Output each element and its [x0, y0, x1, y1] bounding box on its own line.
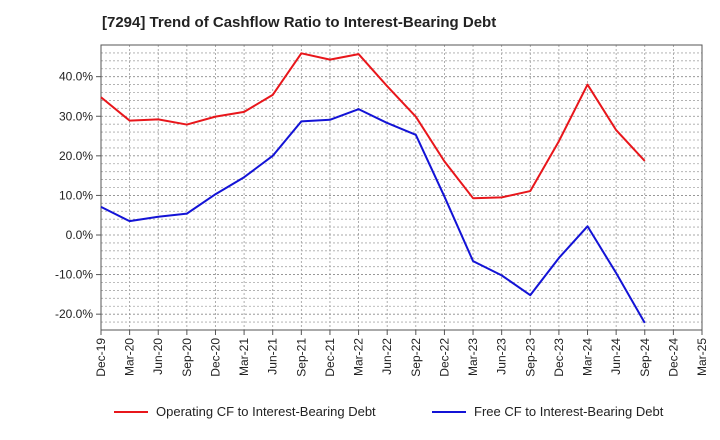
legend-label-free-cf: Free CF to Interest-Bearing Debt — [474, 404, 664, 419]
x-tick-label: Sep-21 — [294, 338, 308, 377]
x-tick-label: Mar-22 — [352, 338, 366, 376]
legend-label-operating-cf: Operating CF to Interest-Bearing Debt — [156, 404, 376, 419]
x-tick-label: Sep-22 — [409, 338, 423, 377]
legend-swatch-free-cf — [432, 410, 466, 413]
x-tick-label: Mar-20 — [123, 338, 137, 376]
x-tick-label: Jun-22 — [380, 338, 394, 375]
x-tick-label: Jun-23 — [495, 338, 509, 375]
x-tick-label: Dec-24 — [666, 338, 680, 377]
x-tick-label: Dec-19 — [94, 338, 108, 377]
series-line-0 — [100, 52, 646, 200]
x-tick-label: Jun-24 — [609, 338, 623, 375]
x-tick-label: Mar-23 — [466, 338, 480, 376]
y-tick-label: 20.0% — [59, 149, 93, 163]
series-line-1 — [100, 108, 646, 324]
y-tick-label: 30.0% — [59, 109, 93, 123]
y-tick-label: -20.0% — [55, 307, 93, 321]
y-tick-label: 40.0% — [59, 70, 93, 84]
x-tick-label: Mar-24 — [581, 338, 595, 376]
x-tick-label: Dec-22 — [437, 338, 451, 377]
legend-swatch-operating-cf — [114, 410, 148, 413]
x-tick-label: Dec-23 — [552, 338, 566, 377]
x-tick-label: Sep-24 — [638, 338, 652, 377]
x-tick-label: Mar-25 — [695, 338, 709, 376]
x-tick-label: Dec-20 — [208, 338, 222, 377]
x-tick-label: Jun-21 — [266, 338, 280, 375]
x-tick-label: Mar-21 — [237, 338, 251, 376]
legend: Operating CF to Interest-Bearing Debt Fr… — [0, 404, 720, 426]
plot-area-frame — [100, 44, 703, 331]
y-tick-label: -10.0% — [55, 268, 93, 282]
legend-item-free-cf: Free CF to Interest-Bearing Debt — [432, 404, 663, 419]
y-tick-label: 0.0% — [66, 228, 94, 242]
x-tick-label: Jun-20 — [151, 338, 165, 375]
x-tick-label: Dec-21 — [323, 338, 337, 377]
x-tick-label: Sep-23 — [523, 338, 537, 377]
chart-title: [7294] Trend of Cashflow Ratio to Intere… — [102, 14, 497, 31]
legend-item-operating-cf: Operating CF to Interest-Bearing Debt — [114, 404, 376, 419]
y-tick-label: 10.0% — [59, 188, 93, 202]
x-tick-label: Sep-20 — [180, 338, 194, 377]
